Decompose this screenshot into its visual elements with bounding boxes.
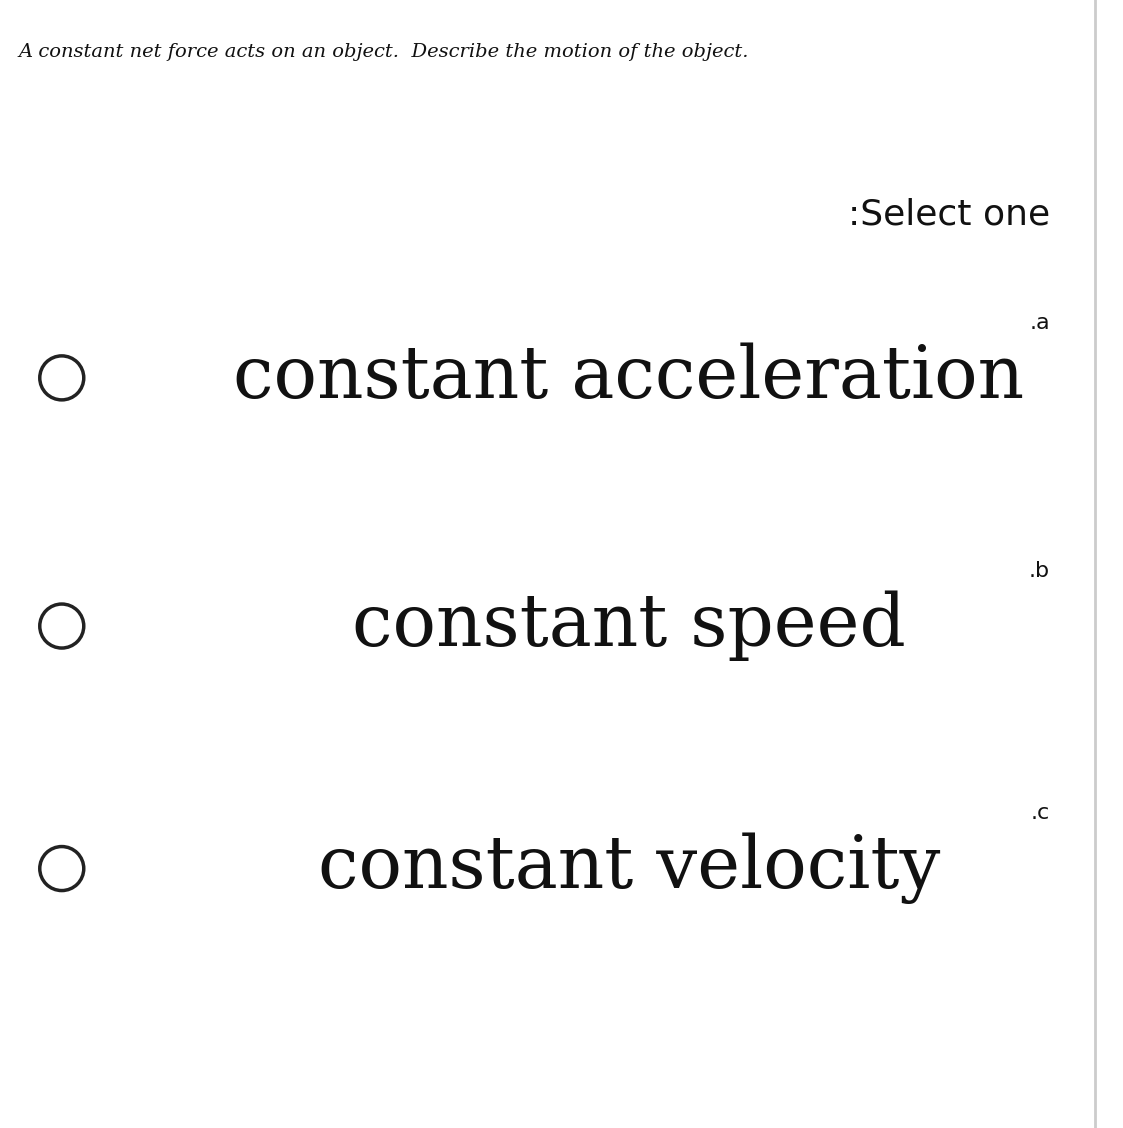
Text: A constant net force acts on an object.  Describe the motion of the object.: A constant net force acts on an object. …: [18, 43, 749, 61]
Text: constant velocity: constant velocity: [318, 832, 940, 905]
Text: constant speed: constant speed: [351, 591, 906, 661]
Text: :Select one: :Select one: [848, 197, 1050, 231]
Text: .c: .c: [1031, 803, 1050, 823]
Text: .b: .b: [1029, 561, 1050, 581]
Text: constant acceleration: constant acceleration: [234, 343, 1024, 413]
Text: .a: .a: [1030, 312, 1050, 333]
